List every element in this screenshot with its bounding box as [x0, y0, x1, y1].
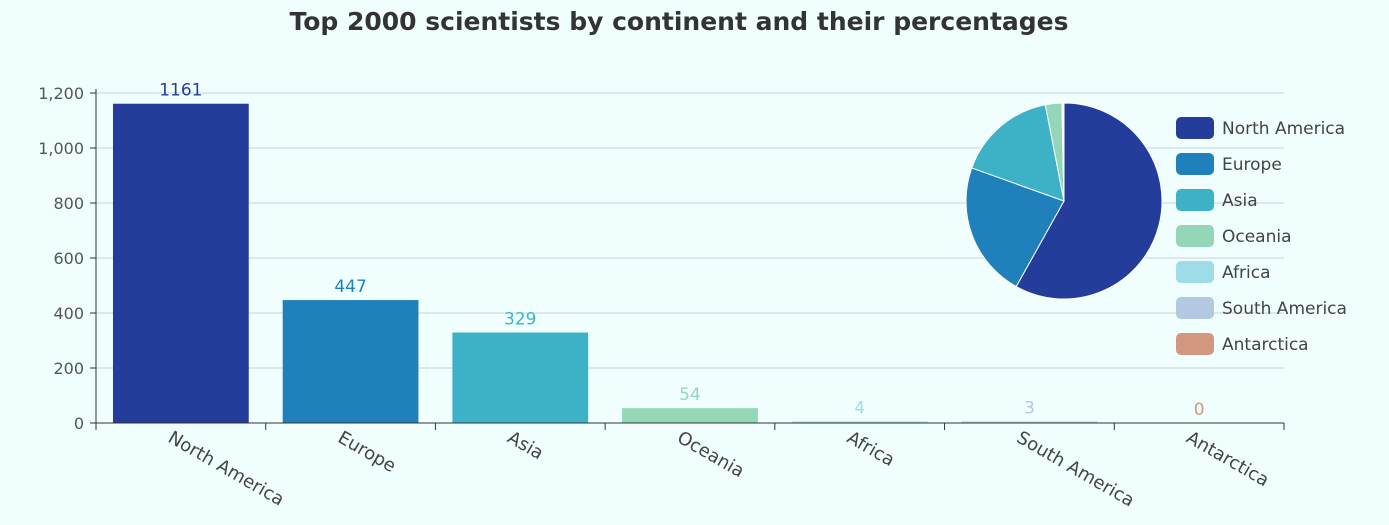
legend-item[interactable]: Antarctica [1176, 333, 1309, 355]
legend[interactable]: North America Europe Asia Oceania Africa Sout… [1176, 117, 1347, 355]
y-tick-label: 1,000 [38, 139, 84, 158]
bar[interactable] [452, 332, 589, 423]
legend-item[interactable]: Asia [1176, 189, 1258, 211]
legend-label: North America [1222, 119, 1345, 139]
y-tick-label: 600 [53, 249, 84, 268]
legend-item[interactable]: Africa [1176, 261, 1271, 283]
bar-value-label: 3 [1024, 399, 1035, 419]
legend-swatch [1176, 333, 1214, 355]
legend-swatch [1176, 117, 1214, 139]
bar-value-label: 4 [854, 399, 865, 419]
legend-label: Asia [1222, 191, 1258, 211]
legend-label: Antarctica [1222, 335, 1309, 355]
pie-slice[interactable] [1015, 102, 1163, 300]
pie-chart [965, 102, 1163, 300]
x-tick-label: Antarctica [1183, 427, 1273, 491]
legend-item[interactable]: North America [1176, 117, 1345, 139]
y-tick-label: 1,200 [38, 84, 84, 103]
legend-label: Oceania [1222, 227, 1292, 247]
pie-slice[interactable] [965, 167, 1065, 288]
x-tick-label: South America [1013, 427, 1138, 511]
x-tick-label: Africa [843, 427, 898, 471]
bars: 1161 447 329 54 4 3 0 [112, 81, 1205, 424]
pie-slice[interactable] [971, 104, 1065, 202]
y-tick-label: 800 [53, 194, 84, 213]
y-tick-label: 0 [74, 414, 84, 433]
x-tick-label: Asia [504, 427, 547, 464]
legend-item[interactable]: Europe [1176, 153, 1282, 175]
bar-value-label: 54 [679, 385, 701, 405]
legend-label: Europe [1222, 155, 1282, 175]
bar-value-label: 0 [1194, 400, 1205, 420]
legend-label: Africa [1222, 263, 1271, 283]
legend-swatch [1176, 261, 1214, 283]
y-tick-label: 200 [53, 359, 84, 378]
legend-swatch [1176, 153, 1214, 175]
x-tick-label: Oceania [674, 427, 748, 482]
legend-label: South America [1222, 299, 1347, 319]
bar[interactable] [791, 421, 928, 424]
bar[interactable] [282, 300, 419, 423]
bar-value-label: 447 [334, 277, 366, 297]
x-tick-label: Europe [334, 427, 399, 477]
bar[interactable] [622, 408, 758, 423]
x-tick-label: North America [164, 427, 287, 510]
legend-swatch [1176, 297, 1214, 319]
bar-value-label: 1161 [159, 81, 202, 101]
legend-item[interactable]: Oceania [1176, 225, 1292, 247]
bar[interactable] [961, 421, 1098, 424]
y-tick-label: 400 [53, 304, 84, 323]
x-axis: North America Europe Asia Oceania Africa Sout… [95, 422, 1285, 511]
bar[interactable] [112, 103, 249, 423]
chart-title: Top 2000 scientists by continent and the… [289, 7, 1068, 36]
legend-item[interactable]: South America [1176, 297, 1347, 319]
pie-slice[interactable] [1062, 102, 1065, 202]
y-axis: 0 200 400 600 800 1,000 1,200 [38, 84, 97, 433]
bar-value-label: 329 [504, 310, 536, 330]
legend-swatch [1176, 189, 1214, 211]
legend-swatch [1176, 225, 1214, 247]
